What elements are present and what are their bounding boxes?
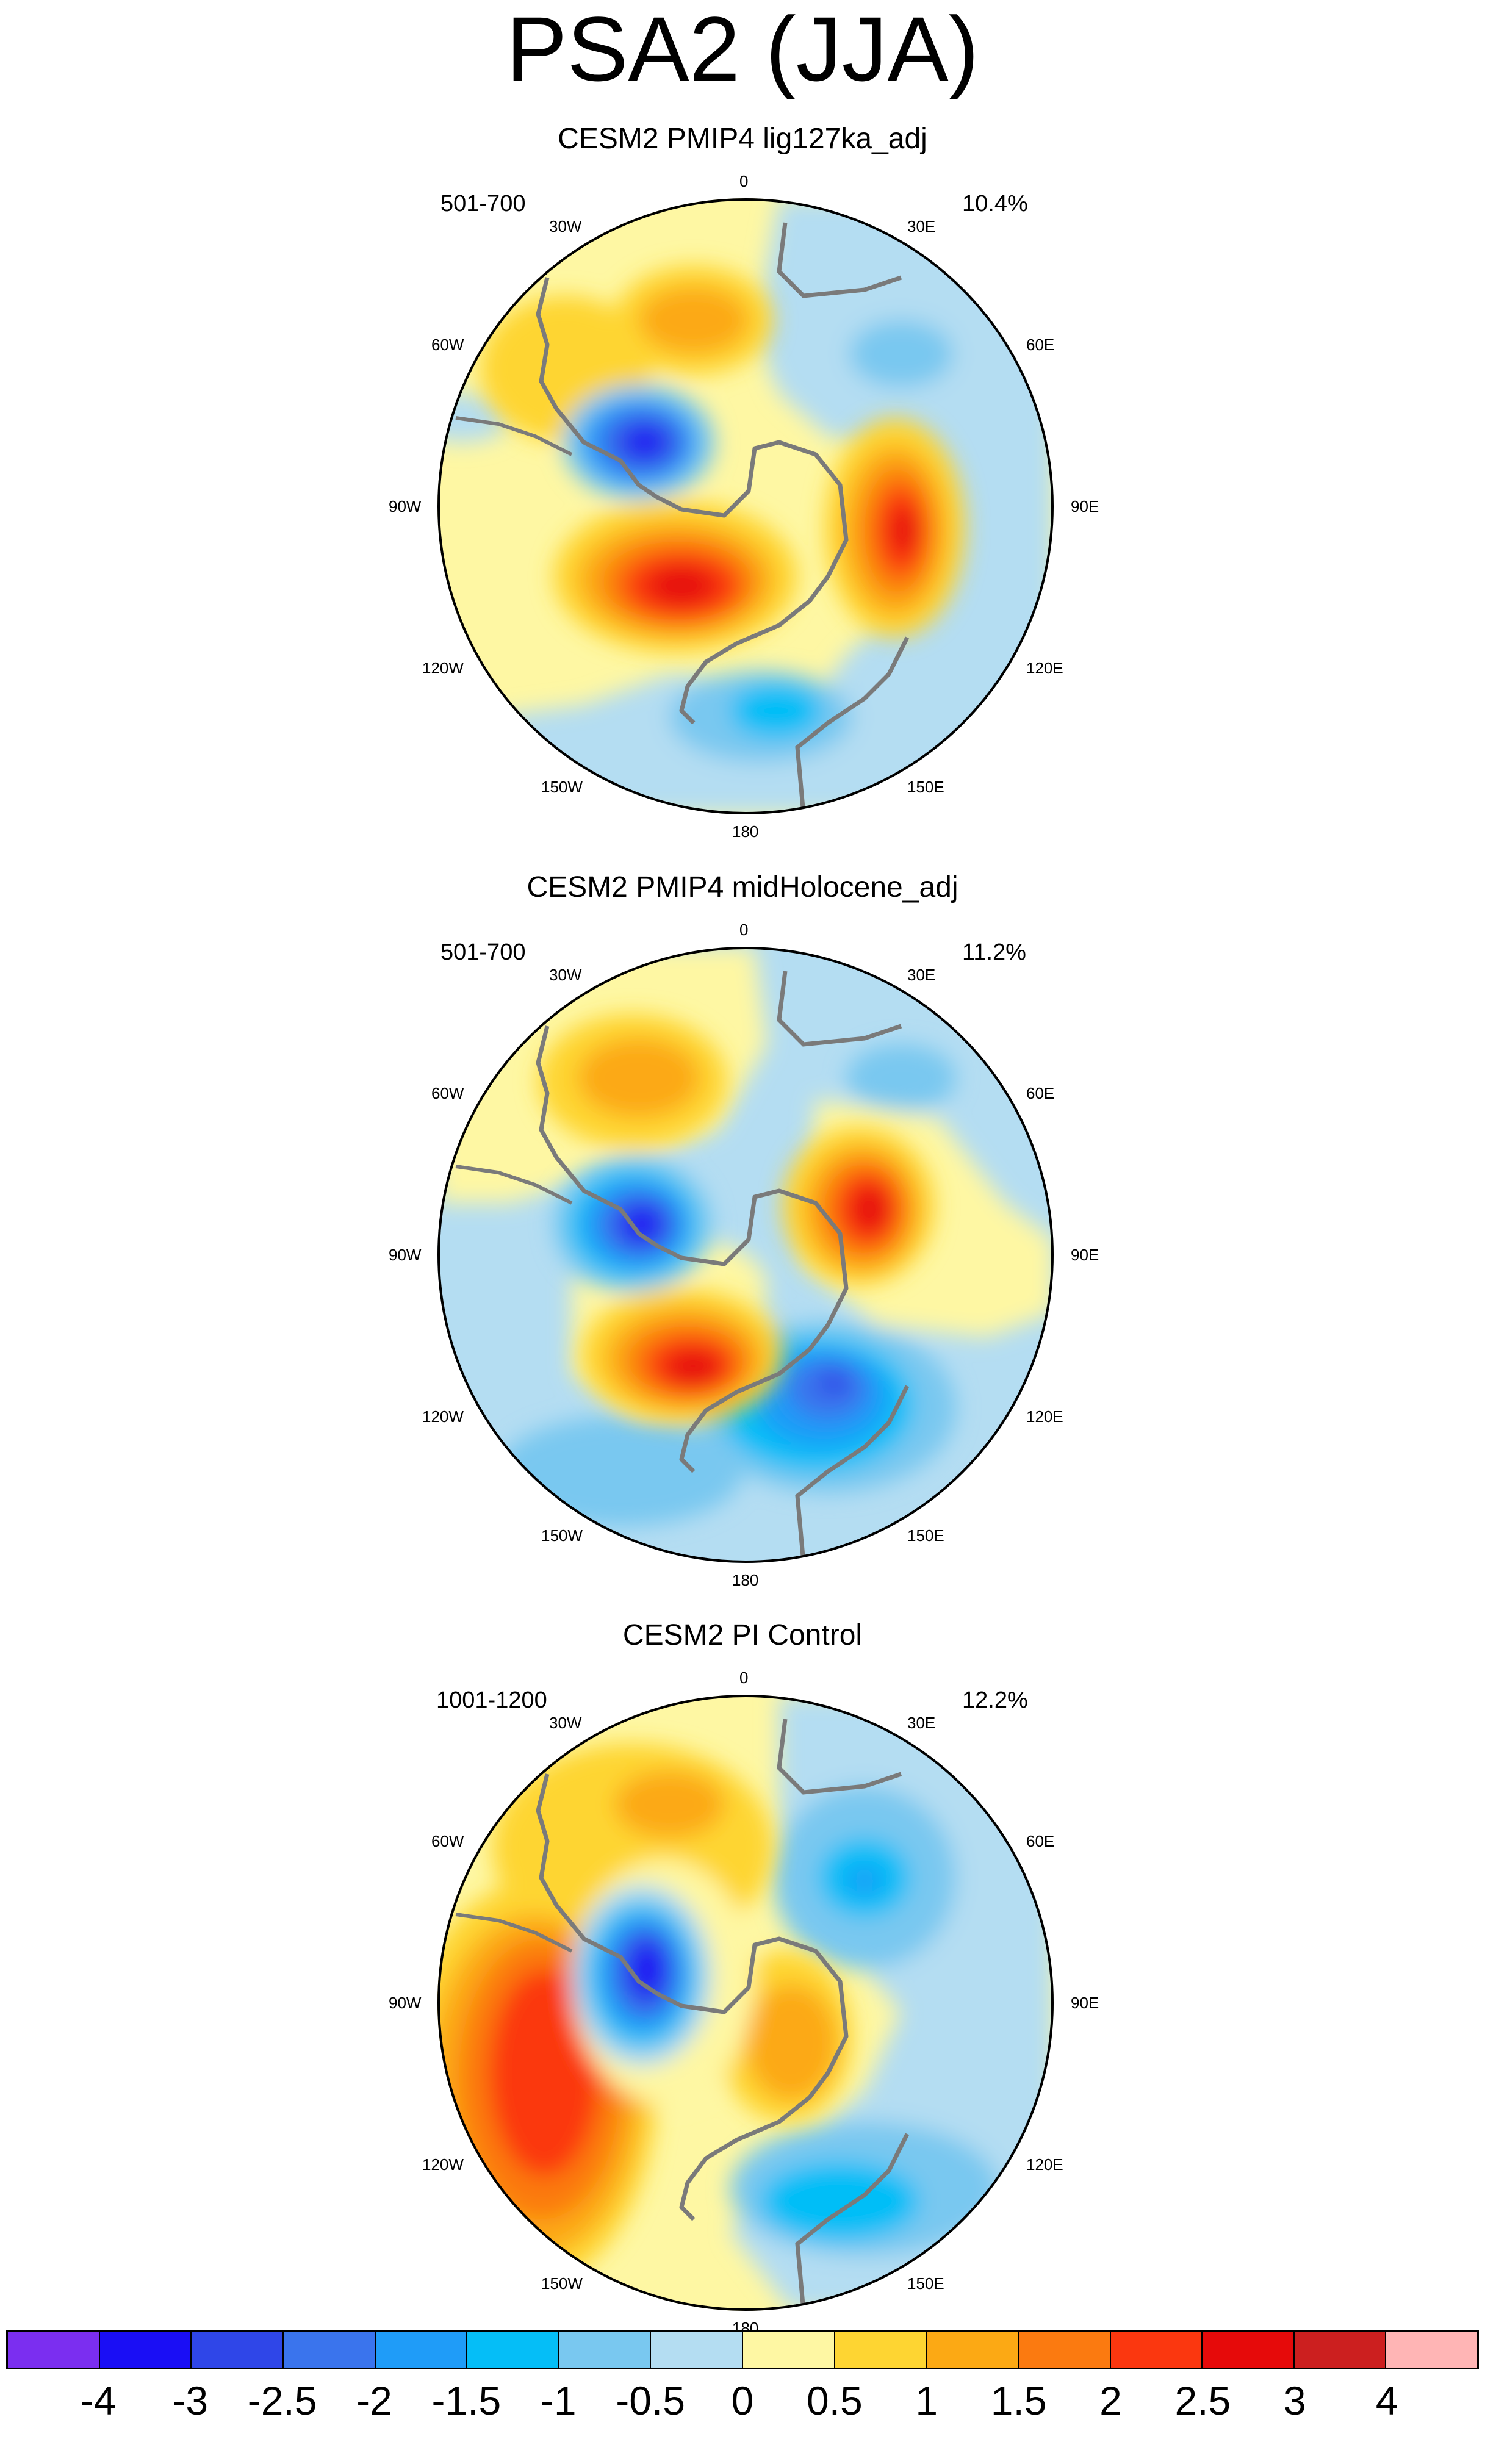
colorbar-box	[1018, 2332, 1111, 2368]
panel-1-lon-120w: 120W	[422, 659, 464, 677]
panel-3-title: CESM2 PI Control	[622, 1619, 863, 1651]
panel-3-lon-120w: 120W	[422, 2155, 464, 2174]
colorbar-tick-label: 2	[1099, 2378, 1122, 2423]
colorbar-box	[651, 2332, 743, 2368]
colorbar-tick-label: -3	[172, 2378, 209, 2423]
colorbar-tick-label: -2.5	[247, 2378, 317, 2423]
panel-1-lon-150w: 150W	[541, 778, 583, 796]
colorbar-tick-label: 0	[731, 2378, 754, 2423]
panel-3-lon-120e: 120E	[1026, 2155, 1063, 2174]
colorbar-box	[283, 2332, 376, 2368]
colorbar-box	[743, 2332, 835, 2368]
colorbar-tick-label: 1	[915, 2378, 938, 2423]
panel-3-years: 1001-1200	[436, 1687, 547, 1713]
colorbar-box	[99, 2332, 192, 2368]
panel-2-title: CESM2 PMIP4 midHolocene_adj	[527, 871, 958, 903]
panel-1-percent: 10.4%	[962, 191, 1028, 217]
panel-2-lon-90e: 90E	[1071, 1246, 1099, 1264]
colorbar-tick-label: 4	[1375, 2378, 1398, 2423]
colorbar-box	[927, 2332, 1019, 2368]
panel-1-lon-120e: 120E	[1026, 659, 1063, 677]
colorbar-box	[835, 2332, 927, 2368]
panel-1-map	[437, 198, 1054, 814]
panel-3-lon-60w: 60W	[431, 1832, 464, 1850]
colorbar-tick-label: 1.5	[990, 2378, 1047, 2423]
panel-1-lon-180: 180	[732, 822, 759, 841]
panel-2-lon-120w: 120W	[422, 1407, 464, 1426]
panel-2-lon-30w: 30W	[549, 966, 582, 984]
colorbar-box	[375, 2332, 468, 2368]
colorbar-tick-label: -0.5	[616, 2378, 685, 2423]
colorbar	[6, 2330, 1479, 2369]
panel-3-percent: 12.2%	[962, 1687, 1028, 1713]
colorbar-tick-label: 2.5	[1174, 2378, 1231, 2423]
panel-2-lon-0: 0	[739, 921, 749, 939]
panel-1-title: CESM2 PMIP4 lig127ka_adj	[558, 123, 927, 155]
panel-2-lon-90w: 90W	[389, 1246, 422, 1264]
colorbar-tick-label: 0.5	[807, 2378, 863, 2423]
panel-2-map	[437, 947, 1054, 1563]
panel-3-lon-90e: 90E	[1071, 1994, 1099, 2012]
colorbar-tick-label: -4	[80, 2378, 117, 2423]
panel-3-lon-150e: 150E	[907, 2274, 944, 2293]
colorbar-tick-label: -1.5	[431, 2378, 502, 2423]
panel-1-lon-0: 0	[739, 172, 749, 190]
panel-1-lon-90w: 90W	[389, 497, 422, 515]
panel-3-map	[437, 1695, 1054, 2311]
panel-3-lon-0: 0	[739, 1668, 749, 1687]
panel-1-years: 501-700	[440, 191, 526, 217]
figure-title: PSA2 (JJA)	[506, 0, 979, 100]
colorbar-tick-label: 3	[1283, 2378, 1306, 2423]
panel-3-lon-90w: 90W	[389, 1994, 422, 2012]
panel-2-lon-180: 180	[732, 1571, 759, 1589]
panel-1-lon-150e: 150E	[907, 778, 944, 796]
panel-3-lon-30w: 30W	[549, 1714, 582, 1732]
panel-1-lon-60e: 60E	[1026, 336, 1055, 354]
colorbar-tick-label: -2	[356, 2378, 392, 2423]
panel-3-lon-150w: 150W	[541, 2274, 583, 2293]
colorbar-box	[1386, 2332, 1477, 2368]
panel-1-lon-60w: 60W	[431, 336, 464, 354]
colorbar-box	[467, 2332, 559, 2368]
panel-2-lon-60e: 60E	[1026, 1084, 1055, 1102]
panel-2-lon-120e: 120E	[1026, 1407, 1063, 1426]
panel-2-years: 501-700	[440, 939, 526, 965]
panel-1-lon-90e: 90E	[1071, 497, 1099, 515]
colorbar-box	[559, 2332, 652, 2368]
panel-3-lon-30e: 30E	[907, 1714, 936, 1732]
panel-2-lon-30e: 30E	[907, 966, 936, 984]
panel-1-lon-30e: 30E	[907, 217, 936, 235]
panel-2-lon-150e: 150E	[907, 1526, 944, 1545]
panel-1-lon-30w: 30W	[549, 217, 582, 235]
colorbar-box	[1294, 2332, 1387, 2368]
colorbar-box	[8, 2332, 100, 2368]
panel-2-percent: 11.2%	[962, 939, 1026, 965]
panel-2-lon-150w: 150W	[541, 1526, 583, 1545]
panel-3-lon-60e: 60E	[1026, 1832, 1055, 1850]
colorbar-box	[192, 2332, 284, 2368]
colorbar-box	[1203, 2332, 1295, 2368]
colorbar-box	[1110, 2332, 1203, 2368]
panel-2-lon-60w: 60W	[431, 1084, 464, 1102]
colorbar-tick-label: -1	[540, 2378, 577, 2423]
